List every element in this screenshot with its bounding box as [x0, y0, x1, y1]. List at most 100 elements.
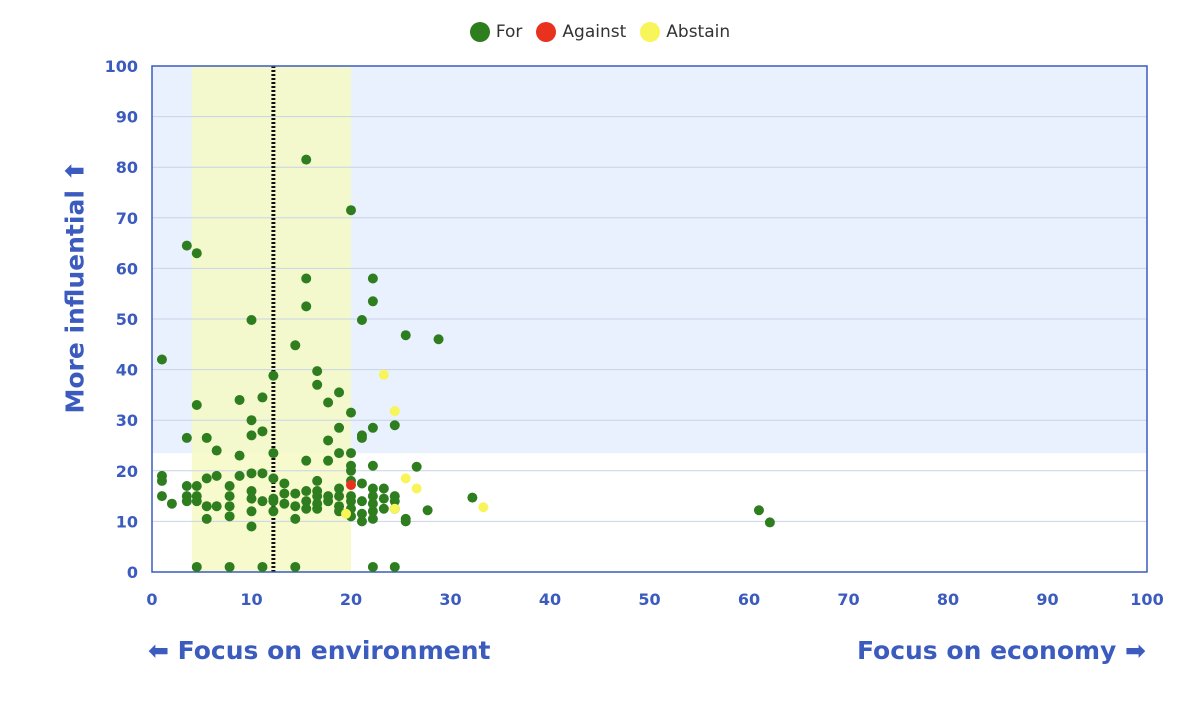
- y-tick-label-10: 10: [116, 512, 138, 531]
- point-for-81: [334, 491, 345, 502]
- y-tick-label-70: 70: [116, 209, 138, 228]
- point-abstain-2: [400, 473, 411, 484]
- y-axis-label: More influential ⬆: [60, 160, 90, 414]
- point-for-98: [356, 496, 367, 507]
- point-for-38: [246, 521, 257, 532]
- point-for-5: [181, 240, 192, 251]
- point-for-61: [301, 455, 312, 466]
- x-tick-label-80: 80: [937, 590, 959, 609]
- point-for-29: [234, 450, 245, 461]
- point-for-69: [312, 491, 323, 502]
- y-tick-label-30: 30: [116, 411, 138, 430]
- point-for-79: [334, 448, 345, 459]
- point-for-91: [346, 496, 356, 507]
- point-for-107: [367, 498, 378, 509]
- point-for-88: [346, 465, 356, 476]
- point-for-112: [378, 493, 389, 504]
- point-for-71: [312, 503, 323, 514]
- x-tick-label-10: 10: [240, 590, 262, 609]
- point-for-84: [346, 205, 356, 216]
- point-for-44: [268, 370, 279, 381]
- y-tick-label-90: 90: [116, 108, 138, 127]
- point-for-50: [279, 478, 290, 489]
- point-for-22: [211, 501, 222, 512]
- point-for-56: [290, 513, 301, 524]
- point-for-54: [290, 488, 301, 499]
- point-for-58: [301, 154, 312, 165]
- point-for-123: [422, 505, 433, 516]
- point-for-105: [367, 483, 378, 494]
- point-for-24: [224, 491, 235, 502]
- point-for-17: [201, 473, 212, 484]
- legend-item-against[interactable]: Against: [536, 22, 626, 42]
- point-for-31: [246, 315, 257, 326]
- point-for-73: [323, 435, 334, 446]
- point-for-15: [191, 561, 202, 572]
- point-for-45: [268, 448, 279, 459]
- point-for-7: [181, 480, 192, 491]
- point-for-30: [234, 470, 245, 481]
- point-for-116: [389, 496, 400, 507]
- point-for-34: [246, 468, 257, 479]
- point-for-53: [290, 340, 301, 351]
- point-for-32: [246, 415, 257, 426]
- y-tick-label-80: 80: [116, 158, 138, 177]
- point-for-19: [201, 513, 212, 524]
- point-for-16: [201, 432, 212, 443]
- point-for-2: [156, 470, 167, 481]
- point-for-67: [312, 475, 323, 486]
- x-tick-label-50: 50: [638, 590, 660, 609]
- point-for-26: [224, 511, 235, 522]
- point-for-4: [166, 498, 177, 509]
- y-tick-label-100: 100: [105, 57, 138, 76]
- point-abstain-6: [389, 503, 400, 514]
- x-axis-label-right: Focus on economy ➡: [856, 636, 1146, 665]
- point-for-74: [323, 455, 334, 466]
- legend-swatch-for: [469, 22, 490, 42]
- x-axis-label-left: ⬅ Focus on environment: [148, 636, 491, 665]
- point-for-80: [334, 483, 345, 494]
- point-for-122: [411, 461, 422, 472]
- point-for-110: [367, 561, 378, 572]
- point-for-51: [279, 488, 290, 499]
- point-for-28: [234, 394, 245, 405]
- point-for-11: [191, 400, 202, 411]
- point-for-39: [257, 392, 268, 403]
- point-for-76: [323, 496, 334, 507]
- legend-item-for[interactable]: For: [469, 22, 523, 42]
- point-for-57: [290, 561, 301, 572]
- point-for-23: [224, 480, 235, 491]
- point-for-9: [181, 496, 192, 507]
- point-for-121: [400, 516, 411, 527]
- legend-label-for: For: [495, 22, 523, 42]
- point-for-12: [191, 480, 202, 491]
- point-for-101: [367, 273, 378, 284]
- x-tick-label-90: 90: [1036, 590, 1058, 609]
- point-for-27: [224, 561, 235, 572]
- x-tick-label-30: 30: [439, 590, 461, 609]
- point-for-99: [356, 508, 367, 519]
- point-for-103: [367, 422, 378, 433]
- point-abstain-1: [389, 406, 400, 417]
- point-for-35: [246, 486, 257, 497]
- point-for-6: [181, 432, 192, 443]
- point-for-126: [753, 505, 764, 516]
- point-for-109: [367, 513, 378, 524]
- point-for-36: [246, 493, 257, 504]
- point-for-85: [346, 407, 356, 418]
- plot-border: [151, 65, 1148, 573]
- point-for-40: [257, 426, 268, 437]
- point-for-77: [334, 387, 345, 398]
- point-for-62: [301, 486, 312, 497]
- y-tick-label-50: 50: [116, 310, 138, 329]
- legend-item-abstain[interactable]: Abstain: [640, 22, 730, 42]
- point-for-108: [367, 506, 378, 517]
- y-axis-label-wrap: More influential ⬆: [20, 160, 130, 413]
- point-for-100: [356, 516, 367, 527]
- point-for-21: [211, 470, 222, 481]
- point-for-114: [389, 420, 400, 431]
- point-against-0: [346, 479, 356, 490]
- point-for-66: [312, 379, 323, 390]
- point-for-37: [246, 506, 257, 517]
